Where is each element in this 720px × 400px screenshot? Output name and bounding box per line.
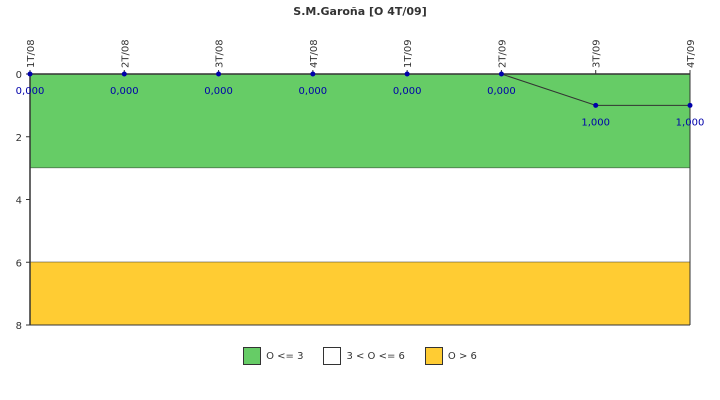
legend-item-low: O <= 3: [243, 344, 303, 368]
x-tick-label: 3T/09: [592, 39, 603, 68]
legend-label-mid: 3 < O <= 6: [346, 350, 405, 362]
x-tick-label: 2T/09: [497, 39, 508, 68]
data-point: [404, 71, 410, 77]
legend-swatch-mid: [323, 347, 342, 365]
data-point: [687, 102, 693, 108]
series-line-path: [30, 73, 690, 106]
series-line: [30, 73, 690, 106]
data-point: [310, 71, 316, 77]
data-point: [593, 102, 599, 108]
x-tick-label: 2T/08: [120, 39, 131, 68]
x-tick-label: 1T/08: [26, 39, 37, 68]
y-tick-label: 2: [16, 133, 22, 144]
y-tick-label: 6: [16, 258, 22, 269]
data-point: [216, 71, 222, 77]
x-tick-labels: 1T/08 2T/08 3T/08 4T/08 1T/09 2T/09 3T/09 4T/09: [26, 39, 697, 68]
band-2: [30, 262, 690, 325]
legend-swatch-low: [243, 347, 262, 365]
legend-item-high: O > 6: [424, 344, 477, 368]
chart-title: S.M.Garoña [O 4T/09]: [293, 5, 426, 18]
y-tick-label: 0: [16, 70, 22, 81]
y-tick-label: 4: [16, 196, 22, 207]
data-label: 0,000: [204, 86, 233, 97]
data-labels: 0,000 0,000 0,000 0,000 0,000 0,000 1,000 1,000: [16, 86, 705, 128]
y-tick-label: 8: [16, 321, 22, 332]
band-1: [30, 168, 690, 263]
threshold-bands: [30, 74, 690, 326]
data-points: [27, 71, 693, 108]
data-point: [498, 71, 504, 77]
data-label: 0,000: [16, 86, 45, 97]
x-tick-label: 4T/08: [309, 39, 320, 68]
legend: O <= 3 3 < O <= 6 O > 6: [0, 344, 720, 368]
legend-label-low: O <= 3: [266, 350, 304, 362]
band-0: [30, 74, 690, 169]
data-label: 0,000: [487, 86, 516, 97]
x-tick-label: 1T/09: [403, 39, 414, 68]
data-label: 1,000: [581, 117, 610, 128]
data-point: [121, 71, 127, 77]
data-label: 1,000: [676, 117, 705, 128]
legend-label-high: O > 6: [447, 350, 477, 362]
x-tick-label: 3T/08: [215, 39, 226, 68]
legend-swatch-high: [424, 347, 443, 365]
x-tick-label: 4T/09: [686, 39, 697, 68]
data-label: 0,000: [393, 86, 422, 97]
data-point: [27, 71, 33, 77]
data-label: 0,000: [299, 86, 328, 97]
y-tick-labels: 0 2 4 6 8: [16, 70, 22, 332]
legend-item-mid: 3 < O <= 6: [323, 344, 405, 368]
data-label: 0,000: [110, 86, 139, 97]
